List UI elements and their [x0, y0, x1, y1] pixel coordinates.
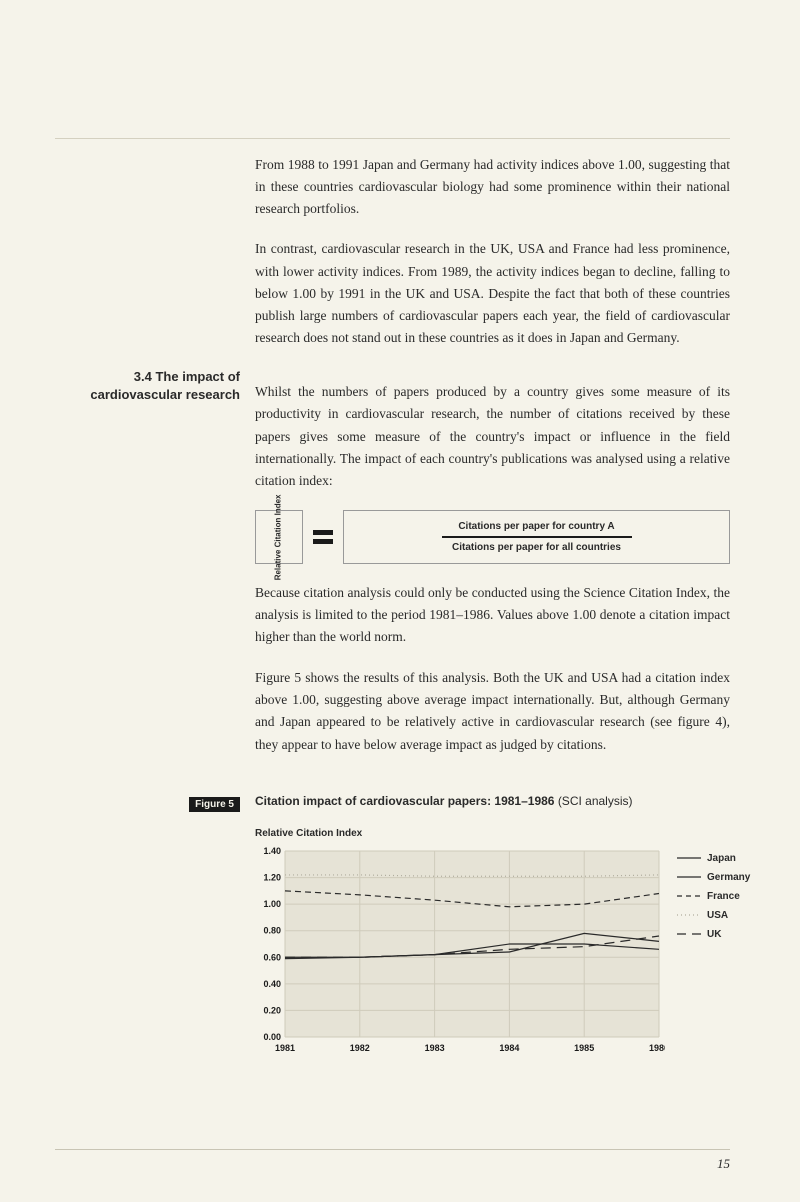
paragraph-2: In contrast, cardiovascular research in … [255, 238, 730, 349]
legend-item: France [677, 887, 750, 906]
chart-wrap: Relative Citation Index 0.00 0.20 0.40 0.60… [255, 828, 750, 1060]
left-column [55, 140, 255, 368]
paragraph-4: Because citation analysis could only be … [255, 582, 730, 649]
legend-label: UK [707, 925, 721, 944]
legend-item: UK [677, 925, 750, 944]
figure-title-light: (SCI analysis) [558, 794, 633, 808]
equals-icon [313, 510, 333, 564]
figure-title-bold: Citation impact of cardiovascular papers… [255, 794, 554, 808]
content: From 1988 to 1991 Japan and Germany had … [55, 140, 730, 368]
section-number: 3.4 [134, 369, 152, 384]
section-heading: 3.4 The impact of cardiovascular researc… [55, 368, 240, 406]
legend-label: France [707, 887, 740, 906]
formula-lhs: Relative Citation Index [255, 510, 303, 564]
svg-text:1.40: 1.40 [263, 846, 281, 856]
paragraph-1: From 1988 to 1991 Japan and Germany had … [255, 154, 730, 221]
svg-text:1984: 1984 [499, 1043, 519, 1053]
y-axis-label: Relative Citation Index [255, 828, 750, 839]
legend-label: Japan [707, 849, 736, 868]
formula-rhs: Citations per paper for country A Citati… [343, 510, 730, 564]
legend-item: Germany [677, 868, 750, 887]
legend-label: Germany [707, 868, 750, 887]
svg-text:0.20: 0.20 [263, 1005, 281, 1015]
svg-text:1.00: 1.00 [263, 899, 281, 909]
fraction-line [442, 536, 632, 538]
section-row: 3.4 The impact of cardiovascular researc… [55, 368, 730, 774]
top-rule [55, 138, 730, 139]
svg-text:1981: 1981 [275, 1043, 295, 1053]
svg-text:0.80: 0.80 [263, 926, 281, 936]
formula-denominator: Citations per paper for all countries [452, 542, 621, 553]
paragraph-3: Whilst the numbers of papers produced by… [255, 381, 730, 492]
formula-numerator: Citations per paper for country A [458, 521, 614, 532]
svg-text:1982: 1982 [350, 1043, 370, 1053]
page: From 1988 to 1991 Japan and Germany had … [0, 0, 800, 1202]
svg-text:1983: 1983 [425, 1043, 445, 1053]
svg-text:1986: 1986 [649, 1043, 665, 1053]
svg-text:0.60: 0.60 [263, 952, 281, 962]
legend-label: USA [707, 906, 728, 925]
svg-text:1985: 1985 [574, 1043, 594, 1053]
svg-text:0.00: 0.00 [263, 1032, 281, 1042]
section-title-2: cardiovascular research [90, 387, 240, 402]
svg-text:0.40: 0.40 [263, 979, 281, 989]
legend-item: USA [677, 906, 750, 925]
legend: JapanGermanyFranceUSAUK [677, 845, 750, 944]
section-title-1: The impact of [155, 369, 240, 384]
line-chart: 0.00 0.20 0.40 0.60 0.80 1.00 1.20 1.40 1981 1982… [255, 845, 665, 1055]
section-body: Whilst the numbers of papers produced by… [255, 368, 730, 774]
footer-rule [55, 1149, 730, 1150]
figure-5: Figure 5 Citation impact of cardiovascul… [55, 794, 730, 1060]
section-heading-col: 3.4 The impact of cardiovascular researc… [55, 368, 255, 774]
svg-text:1.20: 1.20 [263, 872, 281, 882]
figure-badge: Figure 5 [189, 797, 240, 812]
formula: Relative Citation Index Citations per pa… [255, 510, 730, 564]
figure-title: Citation impact of cardiovascular papers… [255, 794, 730, 808]
page-number: 15 [717, 1156, 730, 1172]
legend-item: Japan [677, 849, 750, 868]
paragraph-5: Figure 5 shows the results of this analy… [255, 667, 730, 756]
right-column: From 1988 to 1991 Japan and Germany had … [255, 140, 730, 368]
formula-lhs-text: Relative Citation Index [275, 494, 284, 580]
